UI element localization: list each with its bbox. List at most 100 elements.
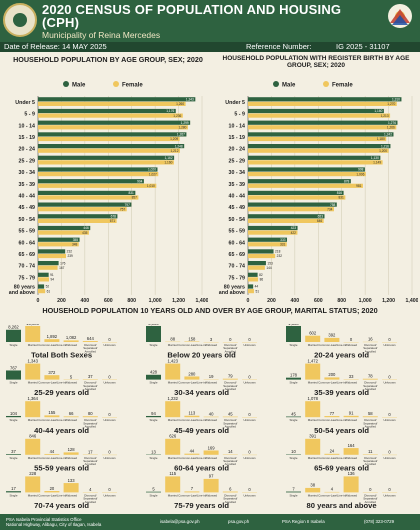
marital-bar-value: 128 <box>68 447 76 452</box>
marital-bar <box>286 491 301 493</box>
bar-value-label: 61 <box>47 289 51 293</box>
footer-address: National Highway, Alibagu, City of Ilaga… <box>6 522 102 527</box>
y-tick-label: 35 - 39 <box>19 182 36 188</box>
marital-bar <box>305 487 321 493</box>
marital-bar <box>305 335 321 342</box>
bar-male <box>248 272 258 277</box>
marital-bar-value: 1,364 <box>27 396 38 401</box>
marital-category-label: Widowed <box>205 456 217 460</box>
bar-value-label: 1,216 <box>381 144 389 148</box>
footer-org: PSA Isabela Provincial Statistics Office <box>6 517 82 522</box>
bar-male <box>38 108 176 114</box>
marital-bar-value: 7 <box>292 486 295 491</box>
legend-female-label: Female <box>332 83 353 89</box>
marital-bar <box>343 448 359 455</box>
bar-female <box>248 253 276 259</box>
marital-bar-value: 58 <box>368 411 373 416</box>
marital-category-label: Divorced/Separated/Annulled <box>363 343 377 353</box>
marital-bar <box>82 416 98 418</box>
bar-male <box>248 108 384 114</box>
marital-category-label: Unknown <box>243 418 255 422</box>
marital-category-label: Unknown <box>383 456 395 460</box>
marital-bar <box>286 377 301 380</box>
y-tick-label: 20 - 24 <box>19 147 36 153</box>
marital-category-label: Widowed <box>345 418 357 422</box>
marital-category-label: Widowed <box>345 493 357 497</box>
marital-bar <box>44 453 60 455</box>
marital-bar-value: 0 <box>248 450 251 455</box>
marital-bar-value: 10,809 <box>26 324 39 326</box>
bar-value-label: 422 <box>291 231 297 235</box>
marital-bar <box>203 450 219 455</box>
bar-female <box>38 113 183 118</box>
marital-bar-value: 1,232 <box>167 396 178 401</box>
marital-category-label: Divorced/Separated/Annulled <box>363 381 377 391</box>
marital-group-label: Total Both Sexes <box>31 351 92 360</box>
marital-bar-value: 97 <box>209 474 214 479</box>
marital-bar <box>305 438 321 455</box>
marital-bar-value: 1,892 <box>47 334 58 339</box>
bar-value-label: 91 <box>50 273 54 277</box>
marital-bar-value: 200 <box>328 372 336 377</box>
bar-value-label: 981 <box>356 184 362 188</box>
bar-female <box>38 242 79 247</box>
bar-male <box>38 225 91 231</box>
bar-value-label: 1,242 <box>384 133 392 137</box>
bar-value-label: 797 <box>125 203 131 207</box>
bar-female <box>248 242 287 247</box>
marital-bar-value: 94 <box>151 411 156 416</box>
y-tick-label: Under 5 <box>225 100 245 106</box>
marital-category-label: Widowed <box>65 418 77 422</box>
marital-category-label: Common-Law/Live-in <box>178 343 206 347</box>
marital-category-label: Married <box>308 381 318 385</box>
y-tick-label: 55 - 59 <box>229 229 246 235</box>
marital-category-label: Single <box>289 493 297 497</box>
legend-male-label: Male <box>282 83 296 89</box>
chart-marital-status: 8,262 Single 10,809 Married 1,892 Common-Law/… <box>6 324 397 510</box>
marital-category-label: Common-Law/Live-in <box>318 456 346 460</box>
bar-female <box>248 172 366 177</box>
footer-facebook: PSA Region II Isabela <box>282 519 325 524</box>
y-tick-label: 80 years and above <box>219 285 245 297</box>
marital-category-label: Divorced/Separated/Annulled <box>223 456 237 466</box>
marital-bar <box>222 491 238 493</box>
marital-category-label: Unknown <box>383 493 395 497</box>
marital-chart-title: HOUSEHOLD POPULATION 10 YEARS OLD AND OV… <box>42 306 378 315</box>
marital-bar-value: 37 <box>88 374 93 379</box>
marital-bar-value: 0 <box>108 450 111 455</box>
bar-value-label: 904 <box>137 179 143 183</box>
marital-bar <box>146 415 161 418</box>
marital-bar <box>286 326 301 342</box>
marital-bar-value: 79 <box>228 374 233 379</box>
marital-bar <box>362 416 378 418</box>
bar-female <box>38 218 117 223</box>
y-tick-label: 45 - 49 <box>19 205 36 211</box>
legend-female-label: Female <box>122 83 143 89</box>
marital-category-label: Unknown <box>243 381 255 385</box>
marital-bar-value: 0 <box>388 487 391 492</box>
bar-value-label: 239 <box>67 254 73 258</box>
marital-category-label: Married <box>308 493 318 497</box>
bar-value-label: 52 <box>46 285 50 289</box>
marital-bar <box>286 416 301 418</box>
x-tick-label: 1,400 <box>196 298 208 304</box>
marital-bar <box>6 415 21 418</box>
x-tick-label: 0 <box>37 298 40 304</box>
bar-value-label: 831 <box>339 196 345 200</box>
marital-bar-value: 767 <box>10 365 18 370</box>
marital-category-label: Common-Law/Live-in <box>38 343 66 347</box>
marital-category-label: Common-Law/Live-in <box>178 493 206 497</box>
marital-category-label: Married <box>308 343 318 347</box>
marital-category-label: Divorced/Separated/Annulled <box>83 456 97 466</box>
marital-bar <box>146 326 161 342</box>
x-tick-label: 200 <box>267 298 276 304</box>
bar-female <box>248 289 254 294</box>
marital-bar <box>146 491 161 493</box>
marital-category-label: Widowed <box>205 381 217 385</box>
marital-bar-value: 391 <box>309 434 317 439</box>
marital-bar <box>222 416 238 418</box>
marital-bar-value: 44 <box>190 448 195 453</box>
y-tick-label: 20 - 24 <box>229 147 246 153</box>
bar-male <box>38 261 59 266</box>
marital-bar <box>343 476 359 493</box>
